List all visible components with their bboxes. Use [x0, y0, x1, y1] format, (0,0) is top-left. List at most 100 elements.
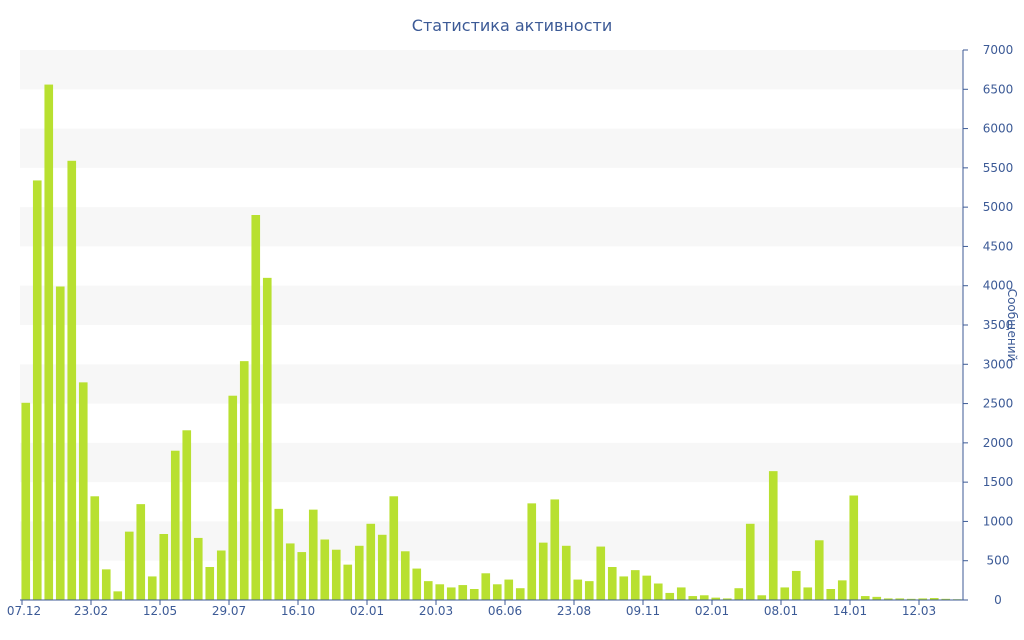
bar — [21, 402, 31, 600]
y-tick-label: 1000 — [983, 514, 1014, 528]
grid-bands — [20, 50, 963, 561]
bar — [906, 598, 916, 600]
bars — [21, 84, 962, 601]
bar — [757, 595, 767, 600]
bar — [274, 508, 284, 600]
y-tick-label: 1500 — [983, 475, 1014, 489]
y-tick-label: 5000 — [983, 200, 1014, 214]
y-axis-label: Сообщений — [1005, 289, 1019, 362]
bar — [182, 430, 192, 600]
y-tick-label: 4500 — [983, 239, 1014, 253]
bar — [435, 584, 445, 600]
y-tick-label: 0 — [994, 593, 1002, 607]
grid-band — [20, 50, 963, 90]
x-tick-label: 08.01 — [764, 604, 798, 618]
bar — [883, 598, 893, 600]
grid-band — [20, 128, 963, 168]
bar — [653, 583, 663, 600]
x-tick-label: 07.12 — [7, 604, 41, 618]
bar — [561, 545, 571, 600]
bar — [170, 450, 180, 600]
bar — [262, 277, 272, 600]
bar — [366, 523, 376, 600]
bar — [872, 596, 882, 600]
bar — [711, 597, 721, 600]
bar — [124, 531, 134, 600]
grid-band — [20, 442, 963, 483]
bar — [228, 395, 238, 600]
bar — [642, 575, 652, 600]
bar — [849, 495, 859, 600]
y-tick-label: 2500 — [983, 397, 1014, 411]
bar — [768, 471, 778, 600]
bar — [90, 496, 100, 600]
x-tick-label: 09.11 — [626, 604, 660, 618]
bar — [550, 499, 560, 600]
bar — [619, 576, 629, 600]
bar — [308, 509, 318, 600]
bar — [492, 584, 502, 600]
bar — [665, 592, 675, 600]
bar — [400, 551, 410, 600]
bar — [791, 570, 801, 600]
bar — [78, 382, 88, 600]
bar — [780, 587, 790, 600]
bar — [527, 503, 537, 600]
y-tick-label: 5500 — [983, 161, 1014, 175]
bar — [722, 598, 732, 600]
bar — [354, 545, 364, 600]
bar — [251, 215, 261, 600]
x-tick-label: 20.03 — [419, 604, 453, 618]
x-tick-label: 29.07 — [212, 604, 246, 618]
x-tick-label: 23.08 — [557, 604, 591, 618]
bar — [734, 588, 744, 600]
bar — [193, 537, 203, 600]
y-tick-label: 2000 — [983, 436, 1014, 450]
grid-band — [20, 285, 963, 325]
axes: 0 500 1000 1500 2000 2500 3000 3500 4000 4500 5000… — [7, 43, 1013, 618]
x-tick-label: 12.05 — [143, 604, 177, 618]
bar — [538, 542, 548, 600]
bar — [826, 589, 836, 600]
y-tick-label: 3000 — [983, 357, 1014, 371]
bar — [607, 567, 617, 600]
bar — [504, 579, 514, 600]
bar — [113, 591, 123, 600]
y-tick-label: 3500 — [983, 318, 1014, 332]
grid-band — [20, 207, 963, 247]
bar — [55, 286, 65, 600]
bar — [67, 160, 77, 601]
bar — [320, 539, 330, 600]
y-tick-label: 7000 — [983, 43, 1014, 57]
bar — [458, 585, 468, 600]
bar — [297, 552, 307, 600]
bar — [331, 549, 341, 600]
x-tick-label: 02.01 — [695, 604, 729, 618]
x-tick-label: 14.01 — [833, 604, 867, 618]
bar — [446, 587, 456, 600]
bar — [147, 576, 157, 600]
y-tick-label: 4000 — [983, 279, 1014, 293]
x-tick-label: 23.02 — [74, 604, 108, 618]
bar — [895, 598, 905, 600]
bar — [377, 534, 387, 600]
bar — [389, 496, 399, 600]
grid-band — [20, 364, 963, 404]
bar — [676, 587, 686, 600]
bar — [814, 540, 824, 600]
bar — [239, 361, 249, 600]
bar — [101, 569, 111, 600]
bar — [573, 579, 583, 600]
bar — [596, 546, 606, 600]
bar — [837, 580, 847, 600]
y-tick-label: 500 — [987, 554, 1010, 568]
bar — [423, 581, 433, 600]
bar — [136, 504, 146, 600]
bar — [630, 570, 640, 600]
bar — [469, 589, 479, 600]
bar — [216, 550, 226, 600]
bar — [688, 596, 698, 600]
bar — [929, 598, 939, 600]
bar — [584, 581, 594, 600]
